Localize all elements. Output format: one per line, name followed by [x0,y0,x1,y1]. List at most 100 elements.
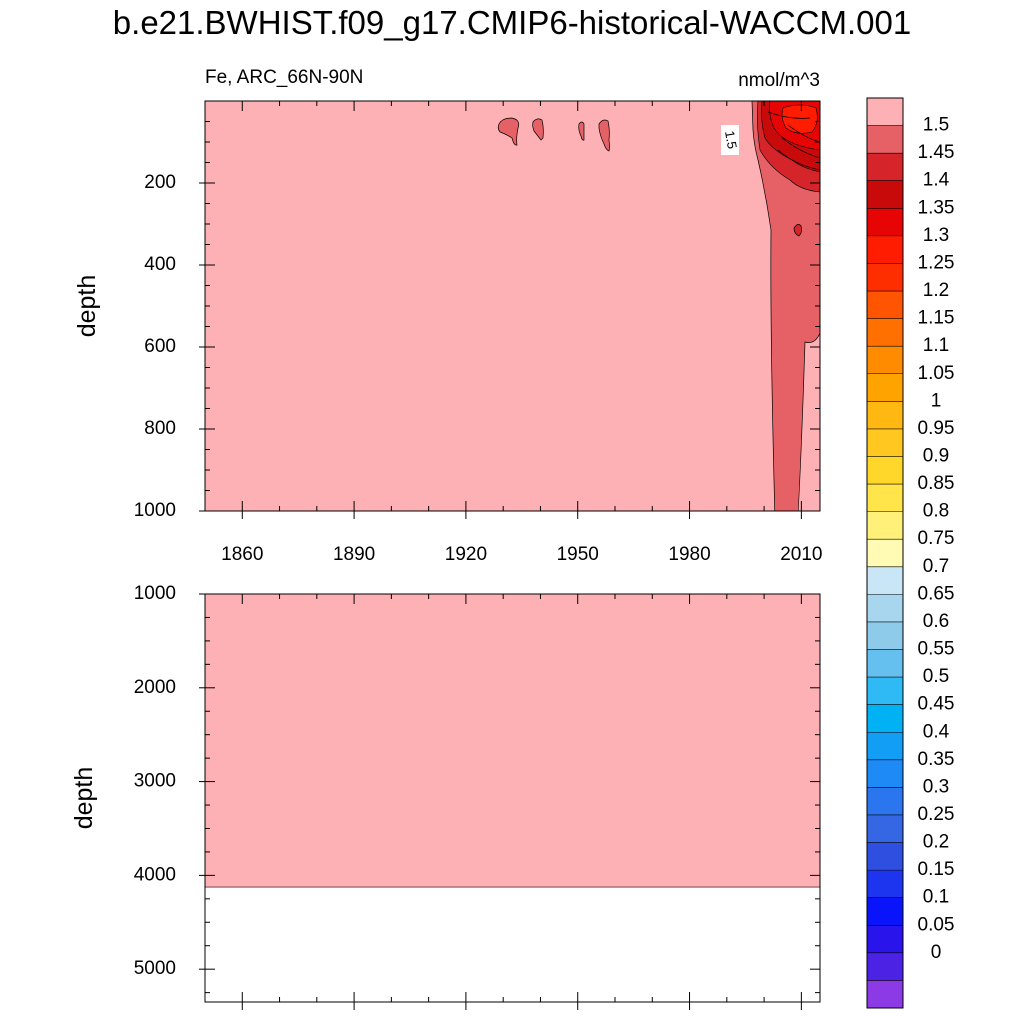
upper-contour-label: 1.5 [722,130,740,150]
colorbar-label: 0.85 [918,473,955,494]
colorbar-label: 0.1 [923,887,949,908]
colorbar-label: 0.15 [918,859,955,880]
colorbar-swatch [867,814,903,843]
colorbar-swatch [867,208,903,237]
colorbar-swatch [867,566,903,595]
contour-line [777,149,820,171]
colorbar-label: 0.55 [918,639,955,660]
upper-y-tick-label: 200 [144,172,176,193]
lower-axes: 1000 2000 3000 4000 5000 [134,583,820,1010]
colorbar-swatch [867,759,903,788]
lower-y-tick-label: 5000 [134,958,176,979]
upper-panel: 1.5 200 400 600 800 1000 1860 1890 1920 1950 1980… [73,67,823,565]
colorbar-label: 1.2 [923,280,949,301]
colorbar-swatch [867,98,903,126]
colorbar-label: 0.05 [918,914,955,935]
colorbar-label: 0.9 [923,446,949,467]
colorbar-swatch [867,732,903,761]
upper-contour-label-box [721,125,739,155]
contour-spot-2009 [793,224,803,237]
colorbar-swatch [867,787,903,816]
colorbar-swatch [867,704,903,733]
lower-y-tick-label: 4000 [134,864,176,885]
lower-y-tick-label: 3000 [134,771,176,792]
colorbar-label: 0.25 [918,804,955,825]
colorbar-label: 0.35 [918,749,955,770]
colorbar-swatch [867,980,903,1009]
colorbar-swatch [867,649,903,678]
colorbar-swatch [867,125,903,154]
upper-x-tick-label: 1920 [445,544,487,565]
colorbar-label: 1.05 [918,363,955,384]
colorbar-swatch [867,539,903,568]
upper-x-tick-label: 1890 [333,544,375,565]
colorbar-label: 0.65 [918,583,955,604]
colorbar-swatch [867,291,903,319]
upper-x-tick-label: 1980 [668,544,710,565]
colorbar: 1.5 1.45 1.4 1.35 1.3 1.25 1.2 1.15 1.1 1.05 1 0.95… [866,97,955,1009]
colorbar-label: 0.2 [923,832,949,853]
colorbar-swatch [867,621,903,650]
contour-lines [767,111,820,171]
colorbar-swatch [867,180,903,209]
contour-region-core [781,104,818,134]
colorbar-label: 0.95 [918,418,955,439]
upper-x-tick-label: 1860 [221,544,263,565]
colorbar-swatch [867,842,903,871]
colorbar-label: 0.75 [918,528,955,549]
upper-y-tick-label: 600 [144,336,176,357]
colorbar-swatch [867,677,903,705]
upper-y-axis-label: depth [73,275,101,338]
colorbar-swatch [867,456,903,485]
colorbar-label: 0.6 [923,611,949,632]
colorbar-swatch [867,401,903,430]
colorbar-swatch [867,428,903,457]
upper-background-fill [205,101,820,511]
colorbar-swatch [867,346,903,375]
chart-title: b.e21.BWHIST.f09_g17.CMIP6-historical-WA… [112,4,912,41]
upper-x-tick-label: 2010 [780,544,822,565]
lower-background-fill [205,594,820,888]
colorbar-swatch [867,511,903,540]
lower-y-axis-label: depth [70,767,98,830]
colorbar-swatch [867,235,903,264]
contour-line [787,124,820,143]
colorbar-frame [866,97,904,1009]
colorbar-swatch [867,318,903,347]
variable-region-label: Fe, ARC_66N-90N [205,67,363,88]
colorbar-label: 1.15 [918,308,955,329]
colorbar-label: 1 [931,390,942,411]
colorbar-swatch [867,373,903,402]
colorbar-swatch [867,594,903,623]
colorbar-swatch [867,952,903,981]
colorbar-swatch [867,897,903,926]
colorbar-label: 1.5 [923,115,949,136]
lower-y-tick-label: 1000 [134,583,176,604]
contour-patch-1939 [532,118,544,141]
colorbar-label: 0.3 [923,776,949,797]
colorbar-swatch [867,153,903,182]
upper-y-tick-label: 800 [144,418,176,439]
lower-frame [204,593,821,1003]
upper-axes: 200 400 600 800 1000 1860 1890 1920 1950 1980 2010 [134,100,823,565]
colorbar-label: 0.45 [918,694,955,715]
lower-panel: 1000 2000 3000 4000 5000 depth [70,583,821,1010]
colorbar-label: 0 [931,942,942,963]
colorbar-swatch [867,925,903,954]
colorbar-label: 0.4 [923,721,950,742]
colorbar-label: 1.25 [918,252,955,273]
colorbar-swatch [867,870,903,898]
contour-line [767,111,811,119]
colorbar-label: 1.4 [923,170,950,191]
upper-y-tick-label: 1000 [134,500,176,521]
contour-patch-1957 [598,119,610,152]
upper-y-tick-label: 400 [144,254,176,275]
colorbar-swatch [867,263,903,292]
colorbar-label: 1.1 [923,335,949,356]
contour-tongue-1.45 [751,101,820,511]
contour-line [781,137,820,159]
contour-patch-1930s [497,117,520,146]
colorbar-label: 1.45 [918,142,955,163]
colorbar-label: 1.3 [923,225,949,246]
